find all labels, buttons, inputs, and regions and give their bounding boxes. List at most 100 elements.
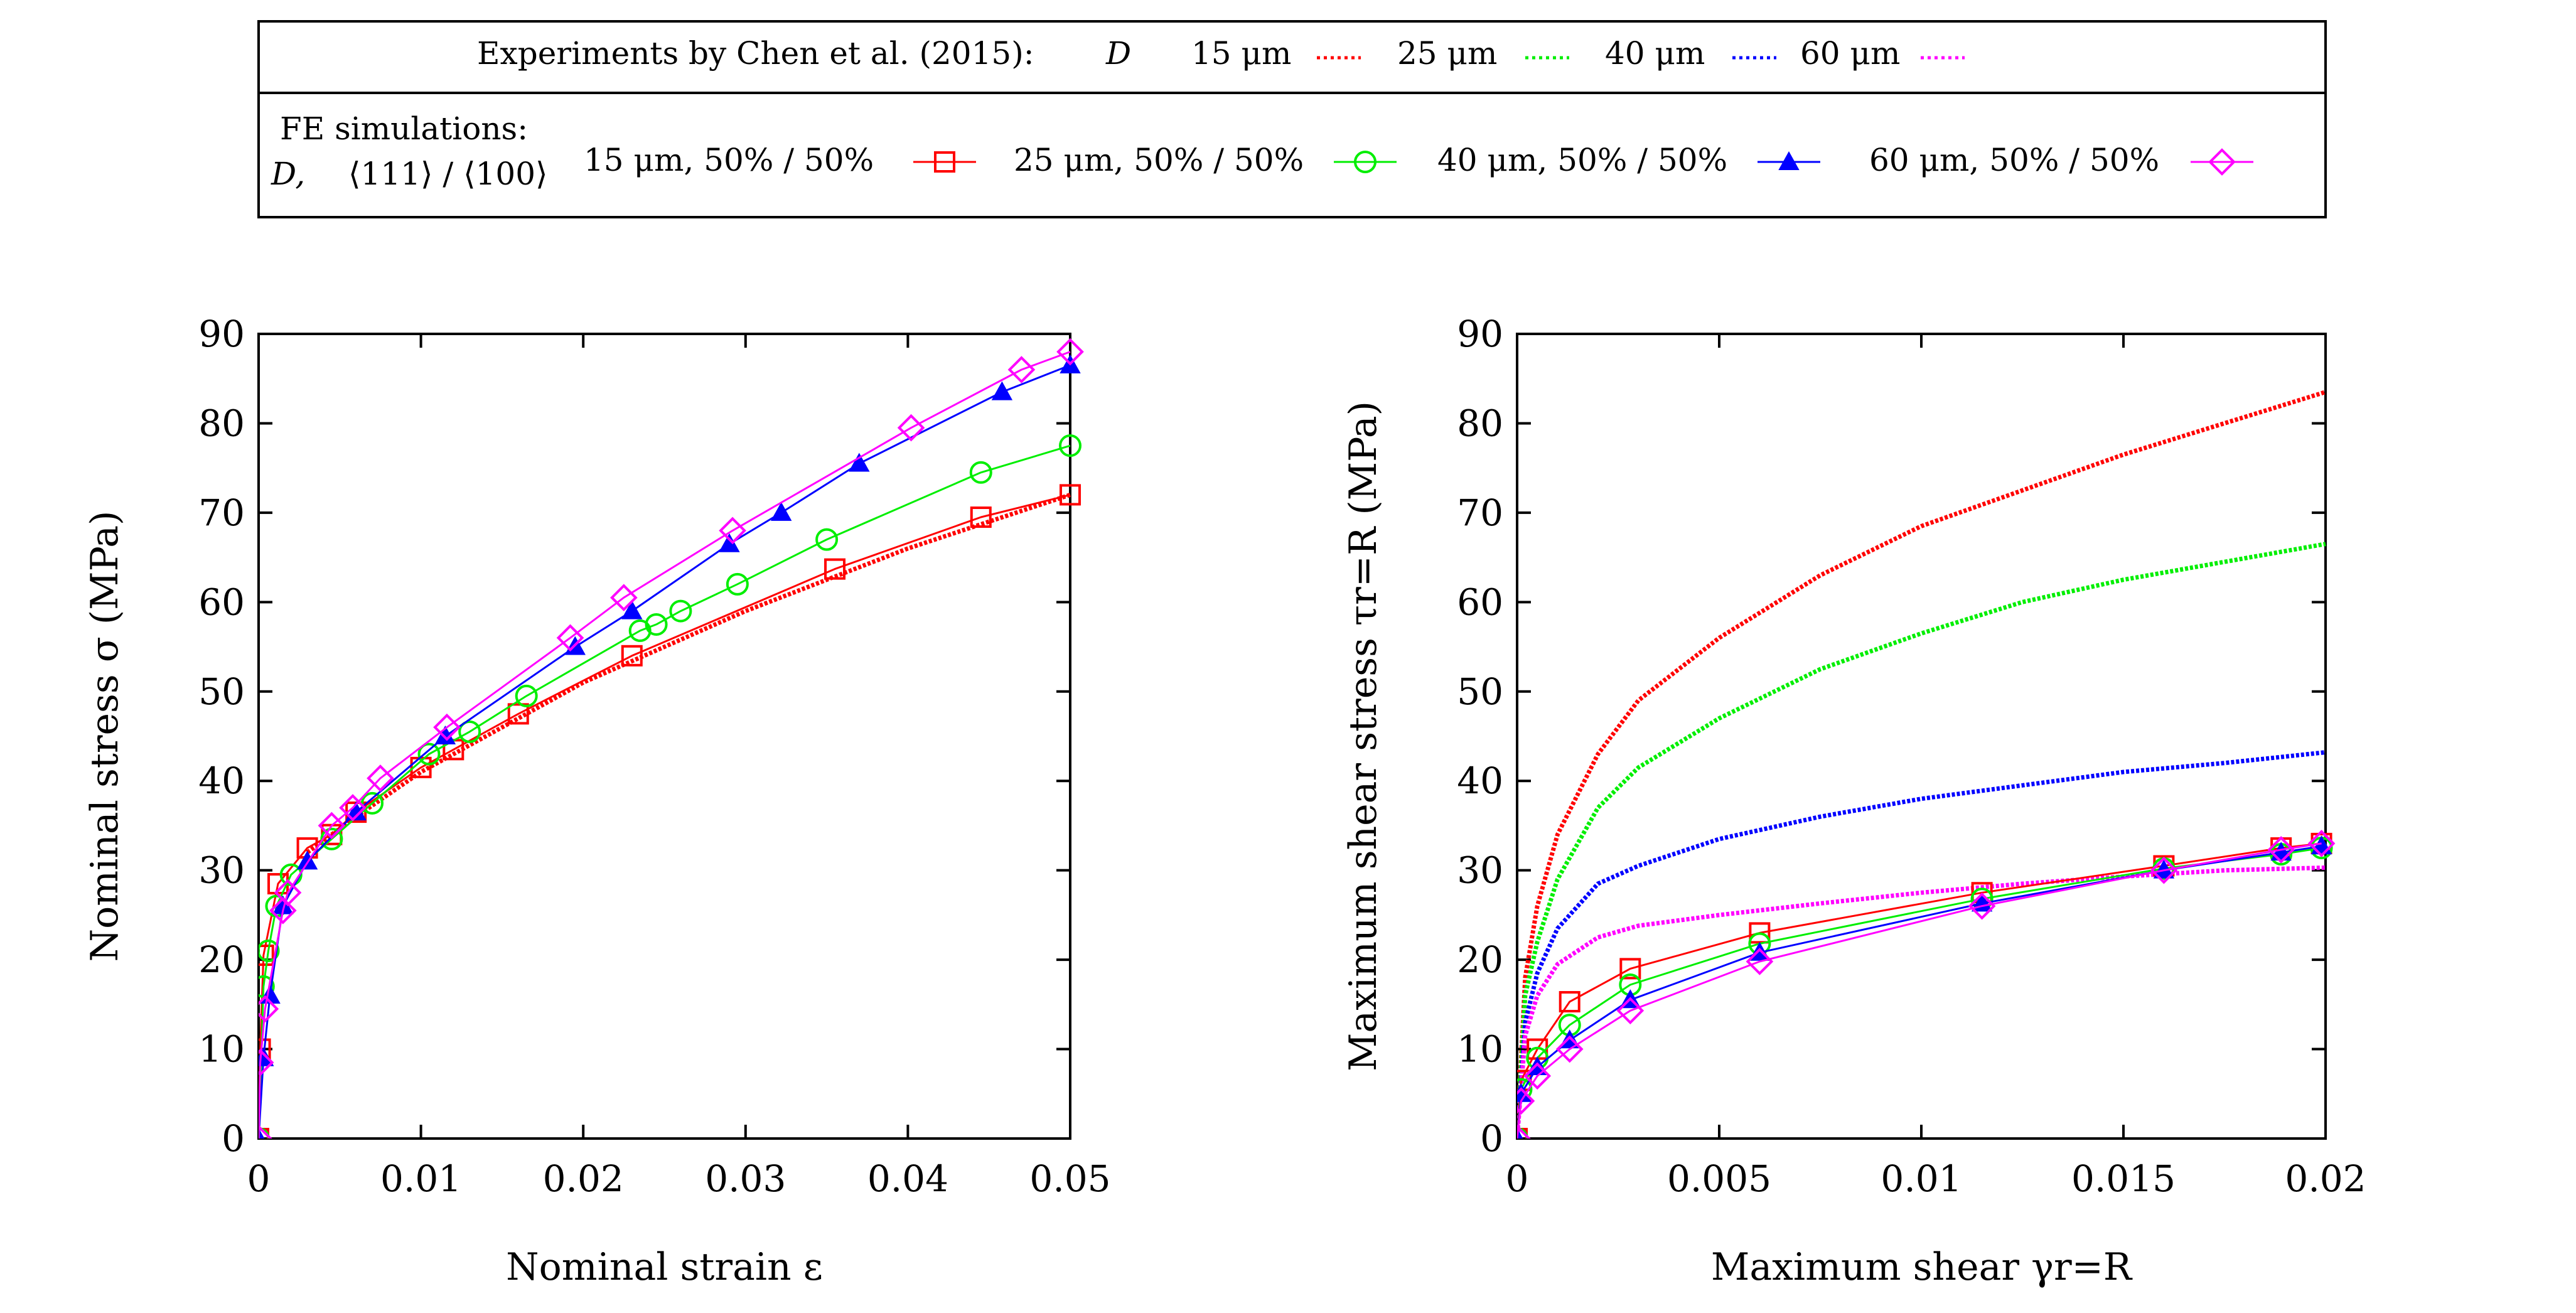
simulation-curve xyxy=(259,493,1071,1139)
simulation-marker xyxy=(259,1125,272,1139)
y-tick-label: 80 xyxy=(1457,402,1503,444)
x-tick-label: 0.04 xyxy=(867,1157,948,1200)
y-tick-label: 50 xyxy=(198,670,245,713)
simulation-marker xyxy=(318,812,346,840)
y-tick-label: 20 xyxy=(198,938,245,981)
x-tick-label: 0.015 xyxy=(2071,1157,2176,1200)
simulation-marker xyxy=(433,713,461,741)
simulation-curve xyxy=(259,364,1071,1139)
simulation-marker xyxy=(1616,997,1645,1025)
simulation-marker xyxy=(1746,948,1774,975)
simulation-marker xyxy=(458,720,481,743)
y-tick-label: 90 xyxy=(198,313,245,355)
x-tick-label: 0 xyxy=(1506,1157,1529,1200)
legend-fe-label: FE simulations: xyxy=(280,110,528,147)
simulation-marker xyxy=(1619,958,1641,980)
legend-experiment-label: 25 μm xyxy=(1397,35,1497,72)
simulation-marker xyxy=(610,584,638,612)
legend-simulation-marker xyxy=(1354,151,1377,173)
simulation-marker xyxy=(361,791,384,815)
plot-frame xyxy=(1516,333,2327,1140)
experiment-curve xyxy=(1517,390,2327,1139)
legend-experiments-var: D xyxy=(1105,35,1131,72)
simulation-marker xyxy=(645,613,668,636)
simulation-marker xyxy=(1517,1125,1531,1139)
x-axis-label: Maximum shear γr=R xyxy=(1711,1245,2133,1289)
simulation-marker xyxy=(970,506,992,528)
chart-shear-stress-strain: 0 10 20 30 40 50 60 70 80 90 0 0.005 0.01 0.015 0.02 Ma… xyxy=(1341,313,2366,1289)
x-tick-label: 0.03 xyxy=(705,1157,786,1200)
y-tick-label: 30 xyxy=(1457,849,1503,892)
legend-experiment-entries: 15 μm 25 μm 40 μm 60 μm xyxy=(1191,35,1965,72)
y-tick-label: 40 xyxy=(1457,759,1503,802)
simulation-marker xyxy=(259,995,279,1023)
legend-experiment-label: 60 μm xyxy=(1800,35,1900,72)
y-tick-label: 30 xyxy=(198,849,245,892)
x-tick-label: 0 xyxy=(247,1157,271,1200)
x-tick-label: 0.02 xyxy=(2285,1157,2366,1200)
y-tick-label: 0 xyxy=(1480,1117,1503,1160)
y-tick-label: 60 xyxy=(198,581,245,623)
simulation-curve xyxy=(1517,847,2322,1139)
simulation-marker xyxy=(815,528,839,551)
experiment-curve xyxy=(1517,542,2326,1139)
simulation-curve xyxy=(259,351,1071,1139)
legend-fe-var: D, xyxy=(271,156,305,192)
simulation-marker xyxy=(1523,1062,1552,1090)
simulation-marker xyxy=(1056,338,1084,366)
simulation-marker xyxy=(2150,856,2178,884)
chart-nominal-stress-strain: 0 10 20 30 40 50 60 70 80 90 0 0.01 0.02 0.03 0.04 0.05… xyxy=(83,313,1111,1289)
experiment-curve xyxy=(306,493,1071,855)
legend-experiments-label: Experiments by Chen et al. (2015): xyxy=(477,35,1034,72)
y-tick-label: 40 xyxy=(198,759,245,802)
legend-simulation-entries: 15 μm, 50% / 50% 25 μm, 50% / 50% 40 μm, 5… xyxy=(584,142,2253,178)
experiment-curve xyxy=(1517,750,2326,1139)
legend-experiment-label: 15 μm xyxy=(1191,35,1291,72)
simulation-marker xyxy=(296,850,318,870)
simulation-marker xyxy=(507,703,529,725)
simulation-marker xyxy=(719,517,746,545)
simulation-marker xyxy=(1968,892,1996,920)
simulation-marker xyxy=(1059,434,1081,458)
simulation-marker xyxy=(259,944,274,966)
legend-simulation-marker xyxy=(934,151,955,173)
legend: Experiments by Chen et al. (2015): D FE … xyxy=(257,20,2327,218)
simulation-marker xyxy=(991,381,1013,400)
plot-frame xyxy=(257,333,1071,1140)
simulation-marker xyxy=(367,764,394,792)
simulation-marker xyxy=(2307,830,2336,857)
y-tick-label: 80 xyxy=(198,402,245,444)
simulation-marker xyxy=(269,896,297,924)
simulation-marker xyxy=(259,1049,274,1076)
y-tick-label: 60 xyxy=(1457,581,1503,623)
simulation-marker xyxy=(726,572,749,596)
y-tick-label: 90 xyxy=(1457,313,1503,355)
legend-simulation-marker xyxy=(2208,148,2236,176)
y-tick-label: 10 xyxy=(1457,1028,1503,1071)
legend-simulation-label: 60 μm, 50% / 50% xyxy=(1869,142,2159,178)
simulation-marker xyxy=(1555,1035,1584,1063)
x-tick-label: 0.01 xyxy=(380,1157,461,1200)
legend-simulation-label: 25 μm, 50% / 50% xyxy=(1014,142,1304,178)
legend-fe-texture: ⟨111⟩ / ⟨100⟩ xyxy=(348,156,548,192)
simulation-marker xyxy=(719,533,740,552)
simulation-marker xyxy=(1517,1087,1535,1115)
simulation-marker xyxy=(2267,836,2295,864)
simulation-marker xyxy=(339,794,367,822)
simulation-marker xyxy=(259,1127,265,1139)
simulation-marker xyxy=(824,558,846,580)
simulation-marker xyxy=(849,453,870,472)
simulation-marker xyxy=(969,461,992,484)
simulation-marker xyxy=(515,684,538,707)
legend-experiment-label: 40 μm xyxy=(1605,35,1705,72)
y-tick-label: 50 xyxy=(1457,670,1503,713)
simulation-marker xyxy=(1559,991,1580,1013)
simulation-marker xyxy=(770,501,792,521)
simulation-marker xyxy=(621,600,643,619)
simulation-marker xyxy=(669,599,692,623)
simulation-marker xyxy=(1060,484,1081,506)
simulation-marker xyxy=(621,645,643,667)
y-axis-label: Nominal stress σ (MPa) xyxy=(83,511,127,962)
x-tick-label: 0.005 xyxy=(1667,1157,1771,1200)
